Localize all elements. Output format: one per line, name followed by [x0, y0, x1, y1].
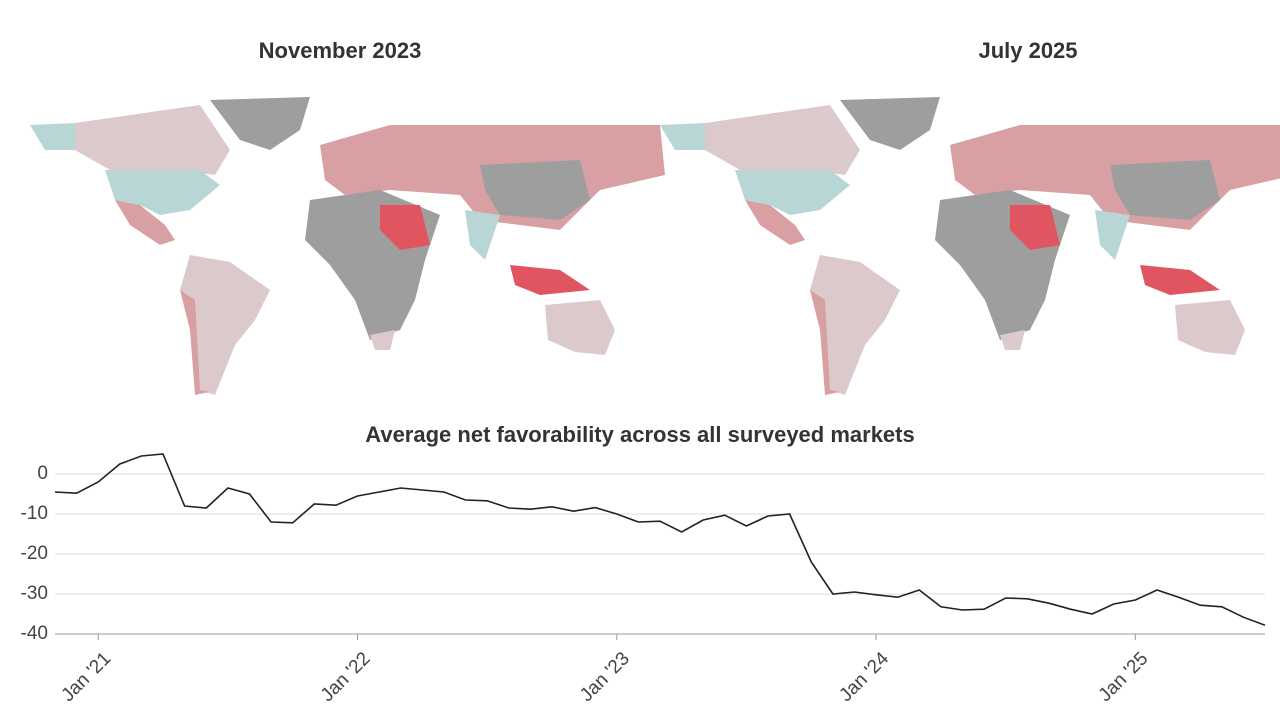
y-tick-label: -40: [21, 623, 48, 644]
world-map: [30, 97, 665, 395]
world-map: [660, 97, 1280, 395]
x-tick-label: Jan '25: [1095, 648, 1153, 706]
x-tick-label: Jan '24: [835, 648, 893, 706]
chart-title: Average net favorability across all surv…: [365, 422, 914, 447]
y-tick-label: 0: [37, 463, 48, 484]
y-tick-label: -20: [21, 543, 48, 564]
x-tick-label: Jan '23: [576, 648, 634, 706]
y-tick-label: -10: [21, 503, 48, 524]
x-tick-label: Jan '22: [317, 648, 375, 706]
line-series: [54, 453, 1266, 626]
y-tick-label: -30: [21, 583, 48, 604]
x-tick-label: Jan '21: [58, 648, 116, 706]
map-title: July 2025: [978, 38, 1077, 63]
map-title: November 2023: [259, 38, 422, 63]
